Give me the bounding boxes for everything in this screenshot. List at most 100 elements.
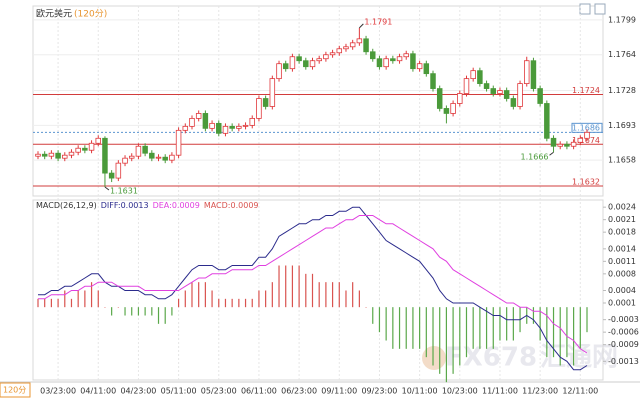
x-tick-label: 10/11:00 xyxy=(402,387,438,396)
candle-body xyxy=(35,153,41,157)
candle-body xyxy=(463,78,470,94)
candle-body xyxy=(289,56,296,70)
macd-bar xyxy=(84,290,86,308)
x-tick-label: 03/23:00 xyxy=(40,387,76,396)
candle-body xyxy=(149,152,155,159)
candle-body xyxy=(169,154,175,161)
macd-bar xyxy=(412,307,414,349)
period-button[interactable] xyxy=(0,382,31,398)
macd-bar xyxy=(492,307,494,349)
candle-body xyxy=(269,78,276,107)
macd-bar xyxy=(539,307,541,341)
x-tick-label: 12/11:00 xyxy=(562,387,598,396)
candle-body xyxy=(423,63,430,75)
macd-bar xyxy=(445,307,448,383)
macd-bar xyxy=(432,307,434,366)
candle-body xyxy=(343,46,349,50)
macd-bar xyxy=(285,265,287,308)
candle-body xyxy=(396,56,403,62)
macd-bar xyxy=(198,282,200,308)
macd-bar xyxy=(137,307,140,316)
macd-bar xyxy=(191,282,193,308)
macd-bar xyxy=(452,307,454,374)
candle-body xyxy=(403,53,409,58)
candle-body xyxy=(584,131,590,139)
candle-body xyxy=(510,98,517,107)
macd-line xyxy=(38,215,588,354)
macd-bar xyxy=(224,298,227,308)
macd-bar xyxy=(405,307,407,349)
y-tick-label: 0.0024 xyxy=(608,203,636,212)
candle-body xyxy=(376,58,383,68)
macd-bar xyxy=(398,307,401,349)
macd-bar xyxy=(385,307,387,341)
macd-bar xyxy=(104,307,106,308)
icon-button[interactable] xyxy=(594,3,606,15)
candle-body xyxy=(457,93,463,104)
macd-bar xyxy=(50,298,52,308)
macd-bar xyxy=(325,282,327,308)
macd-bar xyxy=(111,307,113,316)
candle-body xyxy=(356,38,363,44)
candle-body xyxy=(296,56,302,62)
chart-title: 欧元美元 xyxy=(36,8,72,20)
macd-bar xyxy=(586,307,588,333)
candle-body xyxy=(443,108,450,114)
macd-bar xyxy=(131,307,133,316)
x-tick-label: 09/11:00 xyxy=(321,387,357,396)
candle-body xyxy=(329,52,336,56)
macd-bar xyxy=(546,307,548,358)
last-price-label: 1.1686 xyxy=(572,123,600,132)
macd-bar xyxy=(318,282,320,308)
candle-body xyxy=(236,125,242,129)
period-label[interactable]: 120分 xyxy=(3,386,26,395)
candle-body xyxy=(390,58,396,62)
x-tick-label: 05/11:00 xyxy=(161,387,197,396)
y-tick-label: 0.0021 xyxy=(608,215,636,224)
icon-button[interactable] xyxy=(579,3,591,15)
candle-body xyxy=(209,122,215,129)
candle-body xyxy=(155,156,162,159)
macd-bar xyxy=(419,307,421,349)
x-tick-label: 06/11:00 xyxy=(241,387,277,396)
candle-body xyxy=(370,51,376,60)
candle-body xyxy=(41,153,48,157)
candle-body xyxy=(524,60,530,84)
macd-bar xyxy=(378,307,381,333)
macd-bar xyxy=(552,307,555,358)
y-tick-label: 0.0004 xyxy=(608,286,636,295)
macd-bar xyxy=(218,298,220,308)
candle-body xyxy=(68,151,75,156)
annotation-pointer xyxy=(359,23,364,29)
x-tick-label: 10/23:00 xyxy=(442,387,478,396)
candle-body xyxy=(82,147,88,151)
candle-body xyxy=(276,63,282,80)
macd-bar xyxy=(231,298,233,308)
macd-bar xyxy=(184,290,186,308)
watermark: FX678 xyxy=(445,343,537,373)
macd-bar xyxy=(532,307,535,324)
candle-body xyxy=(256,98,262,119)
macd-bar xyxy=(97,290,99,308)
macd-bar xyxy=(265,290,267,308)
y-tick-label: -0.0013 xyxy=(608,357,639,366)
y-tick-label: 0.0008 xyxy=(608,269,636,278)
candle-body xyxy=(189,118,195,127)
macd-bar xyxy=(345,290,347,308)
macd-bar xyxy=(392,307,394,349)
macd-bar xyxy=(372,307,374,324)
y-tick-label: 0.0018 xyxy=(608,228,636,237)
candle-body xyxy=(477,70,483,84)
macd-bar xyxy=(425,307,427,358)
candle-body xyxy=(416,63,423,70)
macd-bar xyxy=(298,265,300,308)
macd-bar xyxy=(238,298,240,308)
y-tick-label: -0.0006 xyxy=(608,328,639,337)
macd-bar xyxy=(499,307,501,341)
candle-body xyxy=(216,122,222,134)
candle-body xyxy=(175,129,182,156)
candle-body xyxy=(282,63,289,70)
watermark-logo xyxy=(422,346,446,370)
legend-text: MACD: xyxy=(204,201,231,210)
candle-body xyxy=(75,147,81,153)
